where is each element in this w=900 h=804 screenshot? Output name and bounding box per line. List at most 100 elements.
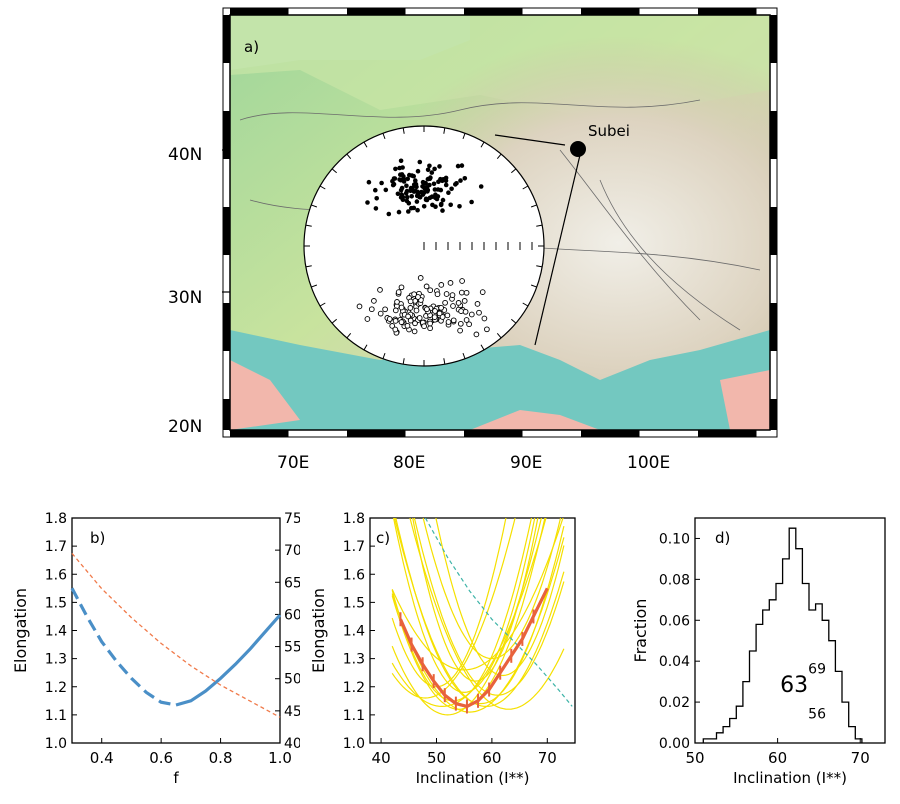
y-tick-label: 1.6 [343, 567, 365, 583]
stereonet-rim-tick [522, 302, 529, 307]
stereonet-normal-point [373, 187, 378, 193]
stereonet-normal-point [404, 188, 410, 194]
stereonet-reversed-point [411, 328, 418, 335]
map-frame-segment [347, 430, 406, 437]
chart-d-xlabel: Inclination (I**) [733, 769, 847, 787]
stereonet-normal-point [366, 179, 372, 185]
stereonet-reversed-point [423, 283, 430, 290]
stereonet-reversed-point [413, 307, 420, 314]
stereonet-reversed-point [364, 316, 371, 322]
stereonet-reversed-point [458, 308, 464, 314]
stereonet-normal-point [373, 206, 379, 211]
stereonet-reversed-point [411, 291, 417, 298]
map-frame-segment [770, 303, 777, 351]
map-frame-segment [770, 207, 777, 255]
y-tick-label: 1.6 [45, 567, 67, 583]
stereonet-normal-point [413, 178, 418, 183]
leader-line-lower [534, 154, 581, 346]
stereonet-normal-point [374, 196, 380, 201]
stereonet-normal-point [406, 209, 411, 214]
stereonet-normal-point [469, 199, 474, 205]
bootstrap-curve [391, 518, 516, 699]
stereonet-normal-point [404, 183, 409, 189]
stereonet-normal-point [400, 165, 405, 170]
subei-marker [570, 141, 586, 157]
stereonet-reversed-point [450, 317, 457, 324]
bootstrap-curve [413, 518, 565, 696]
y-tick-label: 0.02 [659, 695, 690, 711]
stereonet-reversed-point [417, 275, 424, 281]
map-panel-label: a) [244, 38, 259, 56]
stereonet-reversed-point [457, 320, 464, 327]
bootstrap-curve [391, 518, 564, 671]
stereonet-reversed-point [392, 318, 399, 324]
chart-c-xlabel: Inclination (I**) [416, 769, 530, 787]
x-tick-label: 1.0 [268, 749, 292, 767]
inclination-curve [71, 552, 281, 718]
elongation-curve-solid [175, 613, 282, 707]
stereonet-rim-tick [480, 141, 485, 148]
plot-frame [71, 517, 281, 744]
stereonet-reversed-point [412, 320, 418, 327]
chart-b-ylabel: Elongation [11, 588, 30, 673]
chart-b-xlabel: f [173, 769, 179, 787]
map-frame-segment [698, 8, 757, 15]
mean-curve [399, 587, 549, 709]
stereonet-rim-tick [382, 133, 386, 140]
stereonet-normal-point [446, 190, 451, 195]
stereonet-reversed-point [444, 312, 451, 319]
stereonet-reversed-point [377, 287, 383, 293]
stereonet-normal-point [411, 189, 417, 194]
y-tick-label: 1.2 [343, 680, 365, 696]
stereonet-reversed-point [416, 315, 423, 321]
stereonet-normal-point [458, 178, 463, 183]
stereonet-rim-tick [319, 185, 326, 190]
y-tick-label: 0.10 [659, 531, 690, 547]
x-tick-label: 70 [851, 749, 870, 767]
bootstrap-curve [391, 518, 542, 716]
map-frame-segment [230, 430, 289, 437]
stereonet-reversed-point [398, 284, 405, 291]
stereonet-rim-tick [443, 358, 446, 365]
map-frame-segment [230, 8, 289, 15]
confidence-annotation-main: 63 [780, 673, 808, 698]
stereonet-normal-point [417, 159, 423, 165]
bootstrap-curve [391, 518, 507, 688]
stereonet-reversed-point [466, 321, 472, 328]
x-tick-label: 40 [372, 749, 391, 767]
stereonet-normal-point [478, 184, 484, 189]
stereonet-reversed-point [389, 323, 396, 329]
stereonet-normal-point [462, 176, 468, 181]
stereonet-reversed-point [484, 326, 490, 333]
y-tick-label: 1.7 [343, 539, 365, 555]
confidence-annotation-lower: 56 [808, 706, 826, 722]
map-frame-outer [222, 7, 778, 438]
stereonet-normal-point [440, 197, 446, 203]
stereonet-normal-point [437, 164, 442, 169]
stereonet-normal-point [405, 176, 411, 182]
stereonet-normal-point [436, 179, 441, 185]
map-frame-segment [581, 430, 640, 437]
stereonet-normal-point [392, 176, 398, 181]
stereonet-normal-point [443, 182, 449, 188]
stereonet [303, 125, 581, 367]
stereonet-reversed-point [427, 287, 434, 294]
y-tick-label: 1.1 [343, 708, 365, 724]
bootstrap-curve [409, 518, 565, 710]
stereonet-reversed-point [438, 304, 444, 311]
stereonet-rim-tick [311, 204, 318, 208]
stereonet-normal-point [383, 187, 389, 193]
y-tick-label: 0.00 [659, 736, 690, 752]
stereonet-normal-point [395, 191, 401, 197]
y-tick-label: 1.7 [45, 539, 67, 555]
stereonet-normal-point [448, 202, 454, 208]
stereonet-normal-point [406, 200, 412, 206]
stereonet-normal-point [398, 188, 404, 193]
stereonet-reversed-point [432, 308, 438, 314]
y-tick-label: 1.3 [343, 652, 365, 668]
y2-tick-label: 45 [284, 704, 300, 720]
stereonet-normal-point [428, 175, 433, 180]
stereonet-reversed-point [398, 319, 405, 325]
stereonet-reversed-point [455, 300, 462, 306]
stereonet-normal-point [455, 163, 461, 169]
